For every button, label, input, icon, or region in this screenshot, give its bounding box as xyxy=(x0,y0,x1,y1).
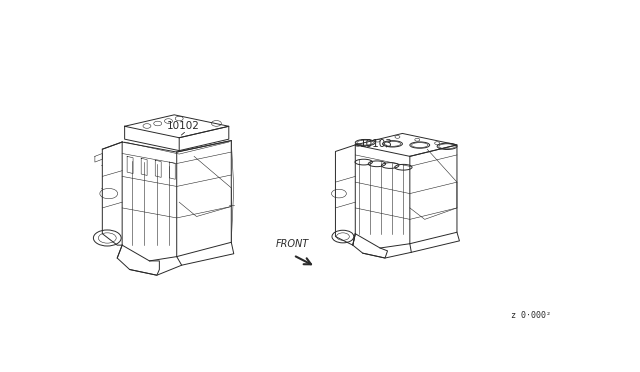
Text: FRONT: FRONT xyxy=(276,240,309,250)
Text: 10102: 10102 xyxy=(167,121,200,131)
Text: 10103: 10103 xyxy=(360,139,393,149)
Text: z 0·000²: z 0·000² xyxy=(511,311,551,320)
